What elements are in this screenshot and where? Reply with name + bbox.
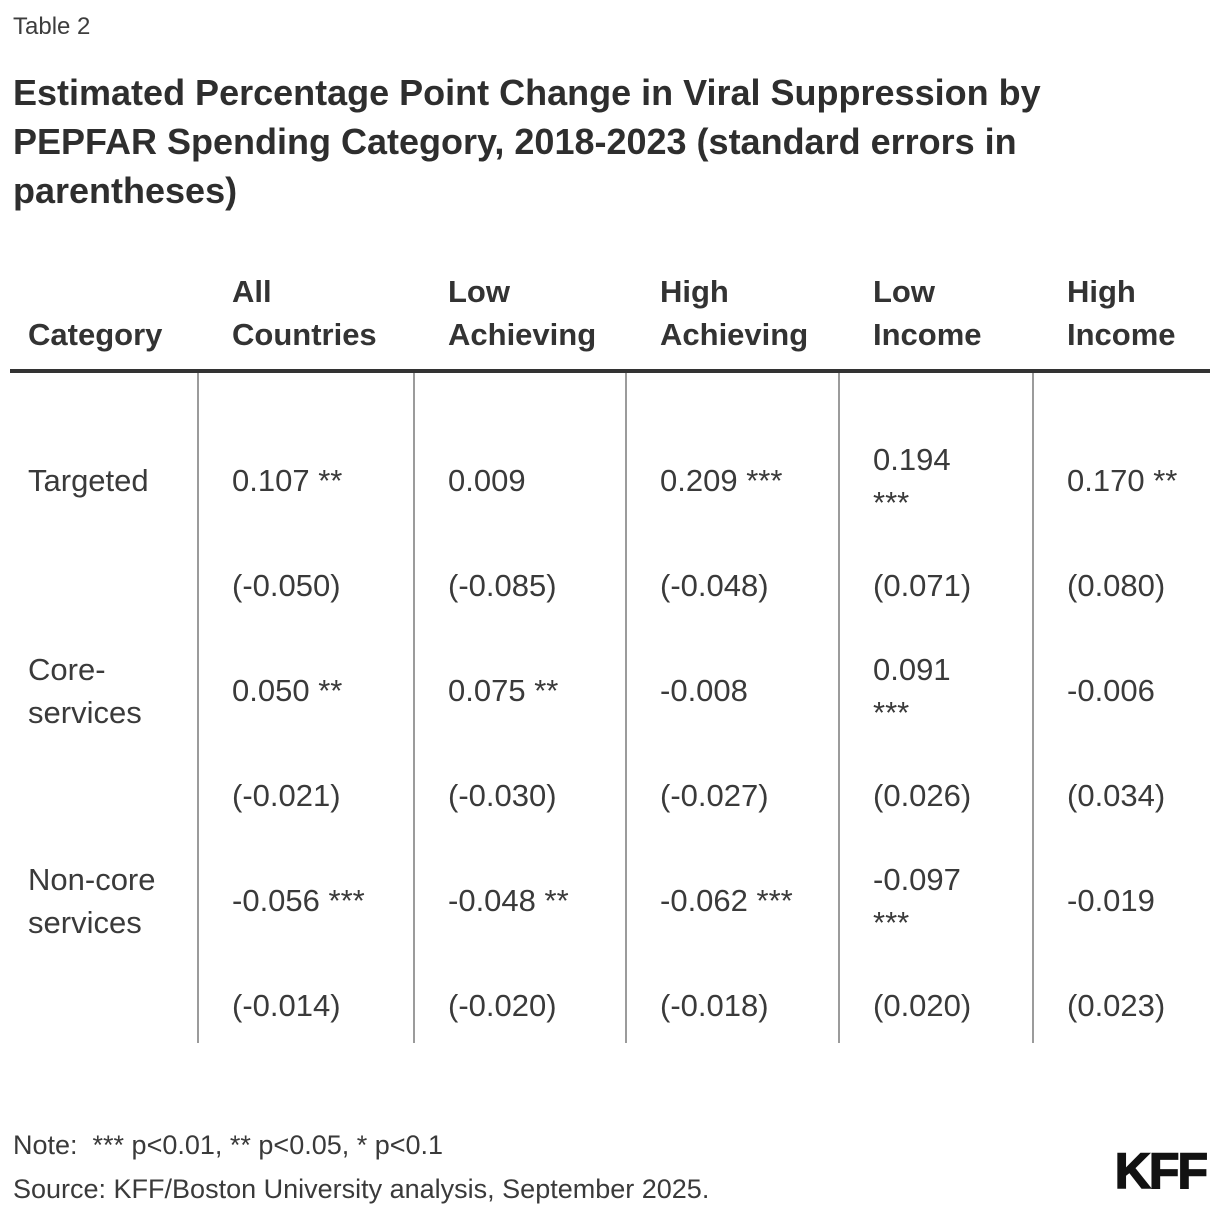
se-cell: (-0.018)	[660, 988, 769, 1023]
table-label: Table 2	[13, 13, 91, 40]
column-divider	[838, 373, 840, 1043]
column-header-low-achieving: Low Achieving	[448, 274, 597, 352]
page-title: Estimated Percentage Point Change in Vir…	[13, 72, 1041, 211]
row-category-label	[10, 968, 199, 1043]
estimate-cell: -0.008	[660, 673, 748, 708]
table-body: Targeted 0.107 ** 0.009 0.209 *** 0.194 …	[10, 373, 1210, 1043]
column-divider	[625, 373, 627, 1043]
table-row-non-core-services: Non-core services -0.056 *** -0.048 ** -…	[10, 833, 1210, 968]
table-row-non-core-services-se: (-0.014) (-0.020) (-0.018) (0.020) (0.02…	[10, 968, 1210, 1043]
se-cell: (-0.048)	[660, 568, 769, 603]
estimate-cell: 0.091 ***	[873, 651, 951, 730]
estimate-cell: 0.075 **	[448, 673, 559, 708]
estimate-cell: -0.006	[1067, 673, 1155, 708]
row-category-label	[10, 758, 199, 833]
se-cell: (-0.021)	[232, 778, 341, 813]
column-header-all-countries: All Countries	[232, 274, 377, 352]
table-row-core-services-se: (-0.021) (-0.030) (-0.027) (0.026) (0.03…	[10, 758, 1210, 833]
kff-logo: KFF	[1114, 1143, 1209, 1200]
table-row-core-services: Core-services 0.050 ** 0.075 ** -0.008 0…	[10, 623, 1210, 758]
column-header-high-income: High Income	[1067, 274, 1176, 352]
se-cell: (0.020)	[873, 988, 972, 1023]
source-text: Source: KFF/Boston University analysis, …	[13, 1174, 710, 1204]
se-cell: (-0.020)	[448, 988, 557, 1023]
estimate-cell: -0.019	[1067, 883, 1155, 918]
table-spacer-row	[10, 373, 1210, 413]
row-category-label: Core-services	[28, 651, 142, 730]
column-header-category: Category	[28, 317, 163, 352]
table-row-targeted-se: (-0.050) (-0.085) (-0.048) (0.071) (0.08…	[10, 548, 1210, 623]
se-cell: (0.080)	[1067, 568, 1166, 603]
estimate-cell: -0.048 **	[448, 883, 569, 918]
estimate-cell: 0.050 **	[232, 673, 343, 708]
table-header-row: Category All Countries Low Achieving Hig…	[10, 265, 1210, 373]
estimate-cell: -0.062 ***	[660, 883, 793, 918]
column-header-low-income: Low Income	[873, 274, 982, 352]
column-header-high-achieving: High Achieving	[660, 274, 809, 352]
column-divider	[413, 373, 415, 1043]
estimate-cell: -0.097 ***	[873, 861, 961, 940]
se-cell: (-0.050)	[232, 568, 341, 603]
estimate-cell: -0.056 ***	[232, 883, 365, 918]
se-cell: (-0.027)	[660, 778, 769, 813]
row-category-label: Non-core services	[28, 861, 156, 940]
estimate-cell: 0.009	[448, 463, 526, 498]
se-cell: (0.023)	[1067, 988, 1166, 1023]
note-text: Note: *** p<0.01, ** p<0.05, * p<0.1	[13, 1130, 444, 1160]
se-cell: (0.071)	[873, 568, 972, 603]
table-row-targeted: Targeted 0.107 ** 0.009 0.209 *** 0.194 …	[10, 413, 1210, 548]
se-cell: (-0.085)	[448, 568, 557, 603]
estimate-cell: 0.107 **	[232, 463, 343, 498]
se-cell: (0.026)	[873, 778, 972, 813]
column-divider	[1032, 373, 1034, 1043]
row-category-label: Targeted	[28, 463, 149, 498]
data-table: Category All Countries Low Achieving Hig…	[10, 265, 1210, 1043]
se-cell: (0.034)	[1067, 778, 1166, 813]
se-cell: (-0.030)	[448, 778, 557, 813]
se-cell: (-0.014)	[232, 988, 341, 1023]
estimate-cell: 0.209 ***	[660, 463, 783, 498]
column-divider	[197, 373, 199, 1043]
estimate-cell: 0.194 ***	[873, 441, 951, 520]
estimate-cell: 0.170 **	[1067, 463, 1178, 498]
row-category-label	[10, 548, 199, 623]
